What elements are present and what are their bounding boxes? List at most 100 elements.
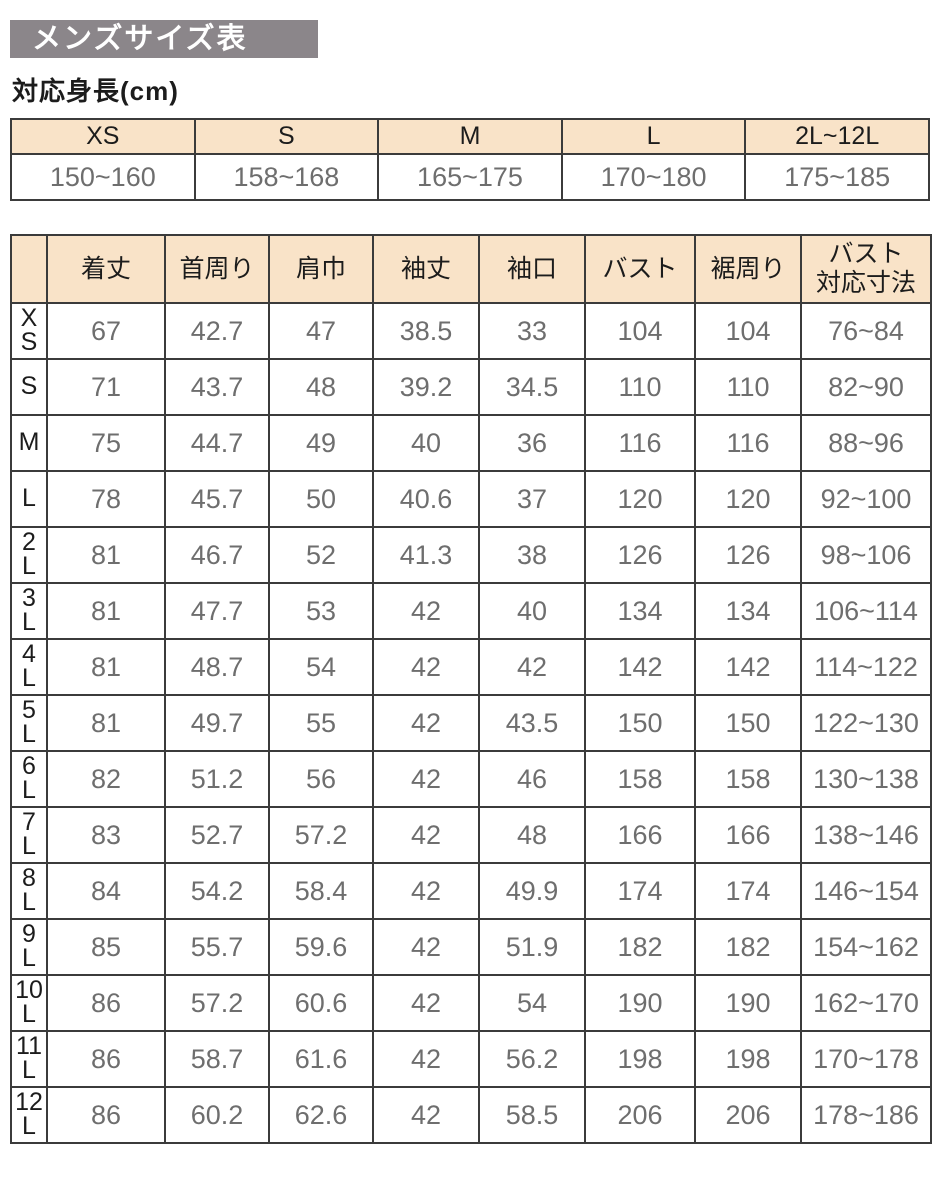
measurement-cell: 60.2 [164,1086,270,1144]
measurement-cell: 82~90 [800,358,932,416]
measurement-cell: 134 [694,582,802,640]
measurement-cell: 58.4 [268,862,374,920]
size-column-header: バスト 対応寸法 [800,234,932,304]
measurement-cell: 104 [584,302,696,360]
size-table-row: 3 L 81 47.7 53 42 40 134 134 106~114 [10,582,932,640]
measurement-cell: 110 [694,358,802,416]
measurement-cell: 46.7 [164,526,270,584]
size-row-label: M [10,414,48,472]
measurement-cell: 42 [372,694,480,752]
measurement-cell: 56.2 [478,1030,586,1088]
size-column-header: 着丈 [46,234,166,304]
size-table-head: 着丈 首周り 肩巾 袖丈 袖口 バスト 裾周り バスト 対応寸法 [10,234,932,304]
measurement-cell: 142 [584,638,696,696]
measurement-cell: 158 [694,750,802,808]
size-table-body: X S 67 42.7 47 38.5 33 104 104 76~84 S 71 43.7 48 39.2… [10,302,932,1144]
measurement-cell: 42.7 [164,302,270,360]
size-table-row: 12 L 86 60.2 62.6 42 58.5 206 206 178~186 [10,1086,932,1144]
measurement-cell: 174 [584,862,696,920]
measurement-cell: 154~162 [800,918,932,976]
measurement-cell: 126 [694,526,802,584]
size-table-header-row: 着丈 首周り 肩巾 袖丈 袖口 バスト 裾周り バスト 対応寸法 [10,234,932,304]
measurement-cell: 174 [694,862,802,920]
measurement-cell: 49 [268,414,374,472]
measurement-cell: 116 [584,414,696,472]
measurement-cell: 37 [478,470,586,528]
measurement-cell: 58.5 [478,1086,586,1144]
size-row-label: L [10,470,48,528]
measurement-cell: 47 [268,302,374,360]
measurement-cell: 38.5 [372,302,480,360]
measurement-cell: 86 [46,974,166,1032]
measurement-cell: 42 [372,750,480,808]
measurement-cell: 55.7 [164,918,270,976]
measurement-cell: 190 [694,974,802,1032]
size-corner-header [10,234,48,304]
measurement-cell: 59.6 [268,918,374,976]
measurement-cell: 84 [46,862,166,920]
measurement-cell: 48 [478,806,586,864]
size-table-row: X S 67 42.7 47 38.5 33 104 104 76~84 [10,302,932,360]
measurement-cell: 43.5 [478,694,586,752]
measurement-cell: 126 [584,526,696,584]
measurement-cell: 42 [372,806,480,864]
size-table-row: M 75 44.7 49 40 36 116 116 88~96 [10,414,932,472]
height-size-header: L [560,118,747,155]
measurement-cell: 53 [268,582,374,640]
measurement-cell: 98~106 [800,526,932,584]
height-table-head: XS S M L 2L~12L [10,118,930,155]
page-title: メンズサイズ表 [10,20,318,58]
height-table-caption: 対応身長(cm) [12,76,179,106]
measurement-cell: 54 [478,974,586,1032]
measurement-cell: 166 [584,806,696,864]
measurement-cell: 182 [584,918,696,976]
measurement-cell: 134 [584,582,696,640]
measurement-cell: 42 [372,862,480,920]
size-chart-page: メンズサイズ表 対応身長(cm) XS S M L 2L~12L 150~160 158~… [10,20,932,1144]
measurement-cell: 120 [584,470,696,528]
height-size-header: M [377,118,563,155]
height-size-header: XS [10,118,196,155]
size-column-header: 肩巾 [268,234,374,304]
measurement-cell: 67 [46,302,166,360]
measurement-cell: 52 [268,526,374,584]
measurement-cell: 85 [46,918,166,976]
size-row-label: 12 L [10,1086,48,1144]
size-table-row: 4 L 81 48.7 54 42 42 142 142 114~122 [10,638,932,696]
measurement-cell: 41.3 [372,526,480,584]
measurement-cell: 48.7 [164,638,270,696]
size-column-header: 袖丈 [372,234,480,304]
measurement-cell: 42 [372,1030,480,1088]
measurement-cell: 54 [268,638,374,696]
measurement-cell: 36 [478,414,586,472]
size-column-header: 袖口 [478,234,586,304]
size-table-row: 2 L 81 46.7 52 41.3 38 126 126 98~106 [10,526,932,584]
measurement-cell: 49.9 [478,862,586,920]
measurement-cell: 170~178 [800,1030,932,1088]
measurement-cell: 48 [268,358,374,416]
measurement-cell: 120 [694,470,802,528]
measurement-cell: 51.9 [478,918,586,976]
measurement-cell: 206 [694,1086,802,1144]
measurement-cell: 42 [372,918,480,976]
measurement-cell: 116 [694,414,802,472]
measurement-cell: 40 [478,582,586,640]
measurement-cell: 62.6 [268,1086,374,1144]
measurement-cell: 46 [478,750,586,808]
measurement-cell: 58.7 [164,1030,270,1088]
measurement-cell: 198 [694,1030,802,1088]
measurement-cell: 43.7 [164,358,270,416]
size-column-header: 裾周り [694,234,802,304]
height-table-body: 150~160 158~168 165~175 170~180 175~185 [10,153,930,201]
measurement-cell: 146~154 [800,862,932,920]
measurement-cell: 104 [694,302,802,360]
measurement-cell: 130~138 [800,750,932,808]
measurement-cell: 150 [584,694,696,752]
measurement-cell: 178~186 [800,1086,932,1144]
